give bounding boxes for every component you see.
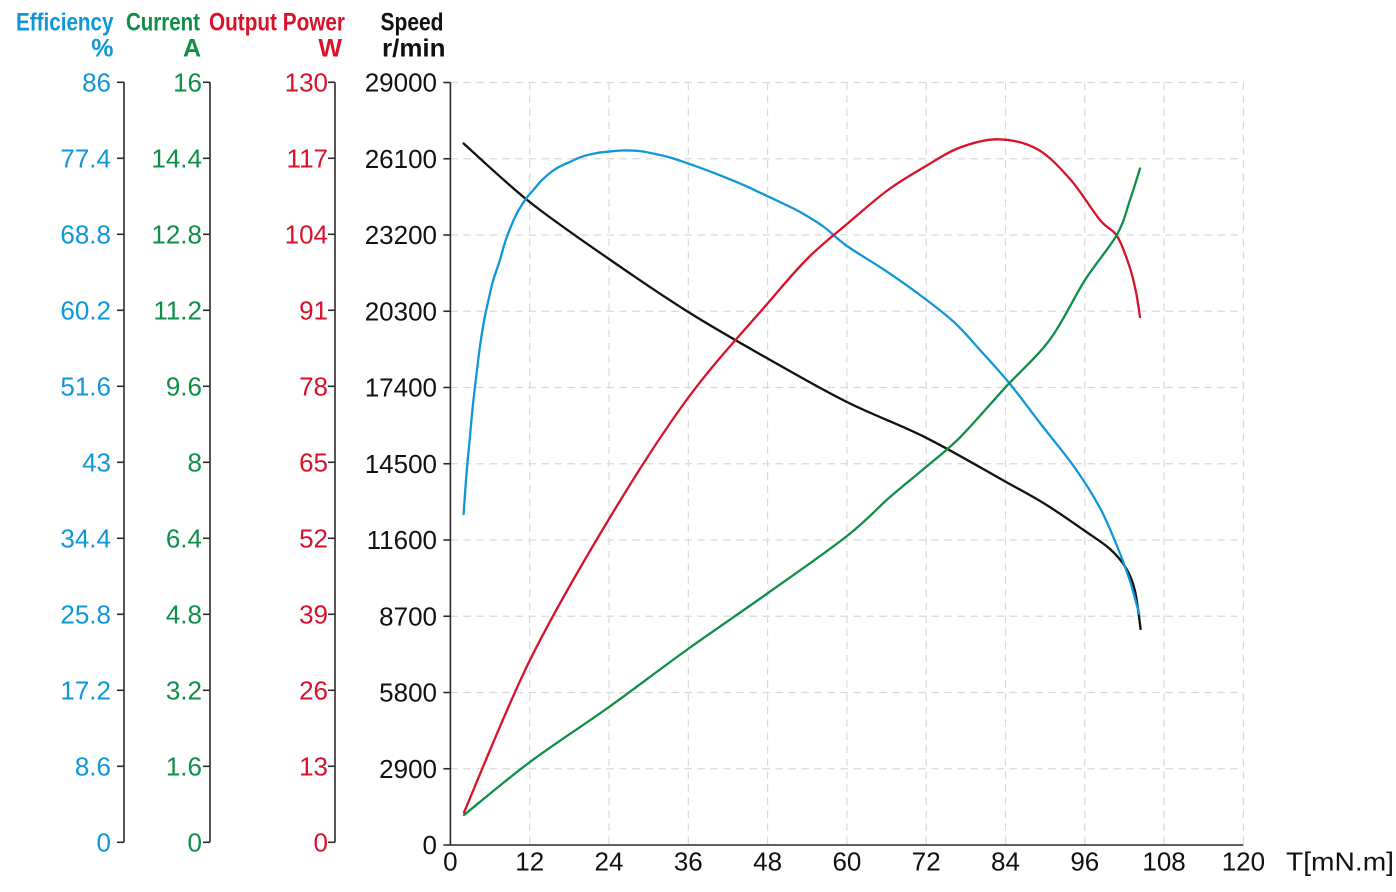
svg-text:0: 0 (314, 828, 328, 858)
svg-text:84: 84 (991, 847, 1020, 877)
svg-text:12.8: 12.8 (151, 220, 202, 250)
svg-text:9.6: 9.6 (166, 372, 202, 402)
svg-text:108: 108 (1142, 847, 1185, 877)
svg-text:W: W (318, 35, 342, 63)
svg-text:11600: 11600 (367, 525, 437, 555)
svg-text:12: 12 (515, 847, 544, 877)
svg-text:14.4: 14.4 (151, 144, 202, 174)
svg-text:39: 39 (299, 600, 328, 630)
svg-text:96: 96 (1070, 847, 1099, 877)
svg-text:Current: Current (126, 9, 201, 37)
svg-text:r/min: r/min (382, 35, 446, 63)
svg-text:51.6: 51.6 (60, 372, 111, 402)
svg-text:52: 52 (299, 524, 328, 554)
svg-text:68.8: 68.8 (60, 220, 111, 250)
svg-text:86: 86 (82, 68, 111, 98)
svg-text:26: 26 (299, 676, 328, 706)
svg-text:8: 8 (188, 448, 202, 478)
svg-text:2900: 2900 (379, 754, 437, 784)
svg-text:36: 36 (674, 847, 703, 877)
svg-text:%: % (91, 35, 113, 63)
svg-text:5800: 5800 (379, 678, 437, 708)
svg-text:0: 0 (443, 847, 457, 877)
svg-text:25.8: 25.8 (60, 600, 111, 630)
svg-text:17.2: 17.2 (60, 676, 111, 706)
svg-text:0: 0 (97, 828, 111, 858)
svg-text:Efficiency: Efficiency (16, 9, 114, 37)
svg-text:0: 0 (188, 828, 202, 858)
svg-text:26100: 26100 (365, 144, 437, 174)
svg-text:3.2: 3.2 (166, 676, 202, 706)
svg-text:A: A (183, 35, 201, 63)
svg-text:65: 65 (299, 448, 328, 478)
svg-text:24: 24 (595, 847, 624, 877)
svg-text:20300: 20300 (365, 296, 437, 326)
svg-text:8.6: 8.6 (75, 752, 111, 782)
svg-text:78: 78 (299, 372, 328, 402)
svg-text:34.4: 34.4 (60, 524, 111, 554)
svg-text:60: 60 (832, 847, 861, 877)
svg-text:29000: 29000 (365, 68, 437, 98)
svg-text:120: 120 (1222, 847, 1265, 877)
svg-text:13: 13 (299, 752, 328, 782)
svg-text:17400: 17400 (365, 373, 437, 403)
svg-text:14500: 14500 (365, 449, 437, 479)
svg-text:77.4: 77.4 (60, 144, 111, 174)
svg-text:8700: 8700 (379, 602, 437, 632)
svg-text:60.2: 60.2 (60, 296, 111, 326)
svg-text:48: 48 (753, 847, 782, 877)
svg-text:16: 16 (173, 68, 202, 98)
svg-text:4.8: 4.8 (166, 600, 202, 630)
svg-text:104: 104 (285, 220, 328, 250)
svg-text:Speed: Speed (381, 9, 444, 37)
svg-text:11.2: 11.2 (153, 296, 202, 326)
svg-text:43: 43 (82, 448, 111, 478)
svg-text:130: 130 (285, 68, 328, 98)
svg-text:117: 117 (287, 144, 328, 174)
svg-text:T[mN.m]: T[mN.m] (1286, 847, 1394, 877)
svg-text:23200: 23200 (365, 220, 437, 250)
svg-text:91: 91 (299, 296, 328, 326)
svg-text:0: 0 (423, 830, 437, 860)
svg-text:6.4: 6.4 (166, 524, 202, 554)
svg-text:1.6: 1.6 (166, 752, 202, 782)
svg-text:72: 72 (912, 847, 941, 877)
svg-text:Output Power: Output Power (209, 9, 345, 37)
